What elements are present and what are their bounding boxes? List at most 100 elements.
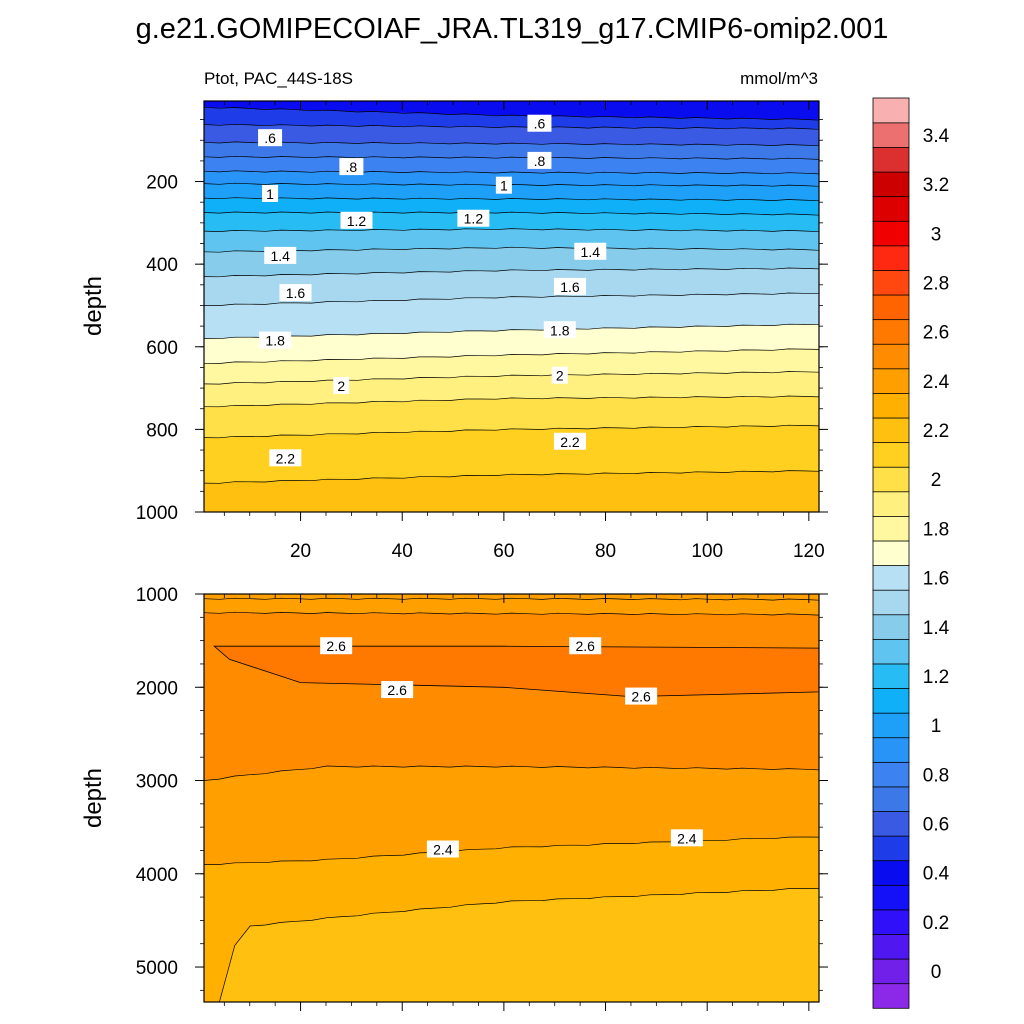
y-tick-label: 800: [146, 420, 178, 441]
contour-line: [204, 597, 819, 601]
contour-line: [204, 323, 819, 340]
contour-line: [204, 765, 819, 781]
contour-line: [204, 424, 819, 439]
plot-frame: [203, 593, 820, 1003]
x-tick-label: 80: [595, 541, 616, 562]
colorbar-swatch: [872, 220, 910, 247]
svg-text:1.4: 1.4: [581, 244, 601, 260]
colorbar-swatch: [872, 564, 910, 591]
contour-label: 1.2: [340, 211, 373, 229]
colorbar-swatch: [872, 663, 910, 689]
colorbar-swatch: [872, 466, 910, 493]
y-tick-label: 400: [146, 255, 178, 276]
contour-label: 2.2: [553, 432, 586, 450]
colorbar-swatch: [872, 269, 910, 296]
contour-label: 2.6: [625, 687, 658, 705]
contour-label: 2.4: [426, 840, 459, 858]
colorbar-swatch: [872, 146, 910, 173]
contour-line: [204, 836, 819, 865]
colorbar-tick-label: 1: [931, 716, 942, 737]
contour-label: 2.4: [670, 829, 703, 847]
colorbar-swatch: [872, 958, 910, 985]
colorbar-swatch: [872, 933, 910, 960]
y-tick-label: 4000: [136, 865, 178, 886]
colorbar-tick-label: 2.2: [923, 421, 949, 442]
x-tick-label: 120: [793, 541, 825, 562]
contour-label: .8: [527, 151, 552, 169]
contour-line: [204, 106, 819, 121]
colorbar-swatch: [872, 687, 910, 714]
plot-frame: [203, 100, 820, 513]
colorbar-tick-label: 3: [931, 224, 942, 245]
contour-line: [204, 211, 819, 216]
contour-label: 2: [333, 377, 350, 395]
contour-label: 2.6: [569, 637, 602, 655]
svg-text:1: 1: [266, 186, 274, 202]
colorbar-swatch: [872, 909, 910, 935]
figure-title: g.e21.GOMIPECOIAF_JRA.TL319_g17.CMIP6-om…: [136, 13, 889, 45]
contour-label: 1: [495, 176, 512, 194]
contour-label: .6: [258, 129, 283, 147]
colorbar: 0 0.2 0.4 0.6 0.8 1 1.2 1.4 1.6 1.8 2 2.2 2.4 2.6 2.8 3…: [872, 97, 950, 1009]
svg-text:2.4: 2.4: [433, 842, 453, 858]
contour-label: 2.2: [269, 449, 302, 467]
colorbar-tick-label: 3.4: [923, 126, 950, 147]
y-tick-label: 600: [146, 338, 178, 359]
svg-text:2.2: 2.2: [276, 450, 296, 466]
colorbar-tick-label: 0: [931, 962, 942, 983]
colorbar-swatch: [872, 97, 910, 124]
colorbar-tick-label: 0.2: [923, 913, 949, 934]
contour-line: [204, 371, 819, 385]
contour-label: .6: [527, 114, 552, 132]
colorbar-swatch: [872, 983, 910, 1009]
colorbar-swatch: [872, 540, 910, 566]
svg-text:.6: .6: [534, 116, 546, 132]
contour-line: [204, 155, 819, 160]
colorbar-swatch: [872, 245, 910, 271]
contour-line: [204, 470, 819, 484]
contour-line: [204, 292, 819, 306]
colorbar-tick-label: 2: [931, 470, 942, 491]
colorbar-tick-label: 2.6: [923, 323, 949, 344]
svg-text:1.6: 1.6: [560, 279, 580, 295]
contour-label: 1.6: [279, 284, 312, 302]
colorbar-swatch: [872, 294, 910, 321]
colorbar-swatch: [872, 884, 910, 911]
colorbar-swatch: [872, 860, 910, 886]
upper-panel: .6 .6 .8 .8 1 1 1.2 1.2 1.4 1.4 1.6 1.6 1.8 1.8 2 2 2.2 2…: [80, 100, 828, 562]
colorbar-swatch: [872, 737, 910, 763]
colorbar-swatch: [872, 835, 910, 862]
contour-label: 2.6: [381, 681, 414, 699]
x-tick-label: 40: [392, 541, 413, 562]
colorbar-swatch: [872, 122, 910, 148]
x-tick-label: 20: [290, 541, 311, 562]
svg-text:2.4: 2.4: [677, 830, 697, 846]
x-tick-label: 100: [691, 541, 723, 562]
y-tick-label: 3000: [136, 772, 178, 793]
contour-line: [204, 888, 819, 1002]
svg-text:.6: .6: [264, 130, 276, 146]
colorbar-swatch: [872, 810, 910, 837]
contour-line: [204, 123, 819, 130]
svg-text:2.6: 2.6: [575, 638, 595, 654]
svg-text:1.8: 1.8: [550, 322, 570, 338]
svg-text:1: 1: [500, 178, 508, 194]
colorbar-swatch: [872, 638, 910, 665]
colorbar-swatch: [872, 589, 910, 616]
contour-label: 1.4: [264, 246, 297, 264]
colorbar-tick-label: 1.8: [923, 519, 949, 540]
colorbar-swatch: [872, 392, 910, 419]
y-axis-label: depth: [80, 276, 107, 336]
contour-label: 1.8: [543, 321, 576, 339]
colorbar-swatch: [872, 491, 910, 517]
colorbar-swatch: [872, 343, 910, 370]
units-label: mmol/m^3: [740, 69, 818, 88]
contour-line: [204, 170, 819, 175]
contour-band: [204, 887, 819, 1002]
contour-label: 1.4: [574, 242, 607, 260]
colorbar-swatch: [872, 515, 910, 542]
contour-line: [204, 197, 819, 202]
y-tick-label: 200: [146, 173, 178, 194]
contour-line: [204, 246, 819, 253]
